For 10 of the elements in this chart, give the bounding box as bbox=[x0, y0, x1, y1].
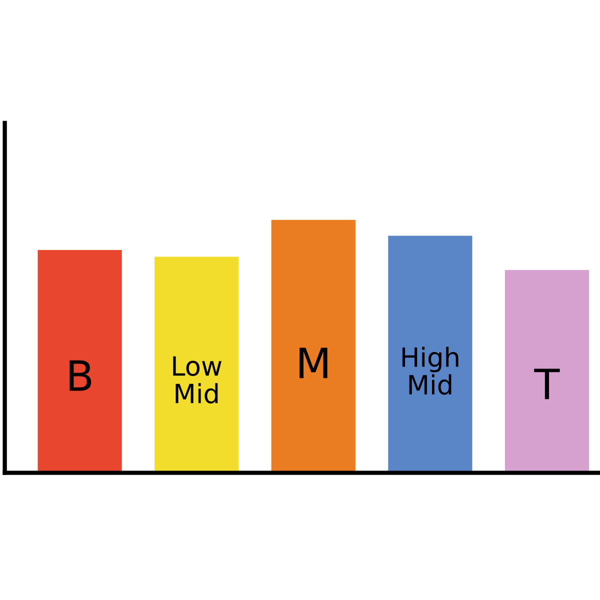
x-tick-label: High Mid bbox=[402, 346, 458, 395]
bar bbox=[38, 250, 122, 473]
bar bbox=[154, 256, 239, 473]
bar bbox=[388, 236, 472, 473]
x-tick-label: Low Mid bbox=[173, 356, 222, 404]
x-tick-label: M bbox=[299, 348, 328, 378]
bar bbox=[504, 270, 590, 473]
x-tick-label: T bbox=[534, 368, 560, 400]
bar bbox=[271, 220, 356, 473]
x-tick-label: B bbox=[70, 360, 92, 391]
